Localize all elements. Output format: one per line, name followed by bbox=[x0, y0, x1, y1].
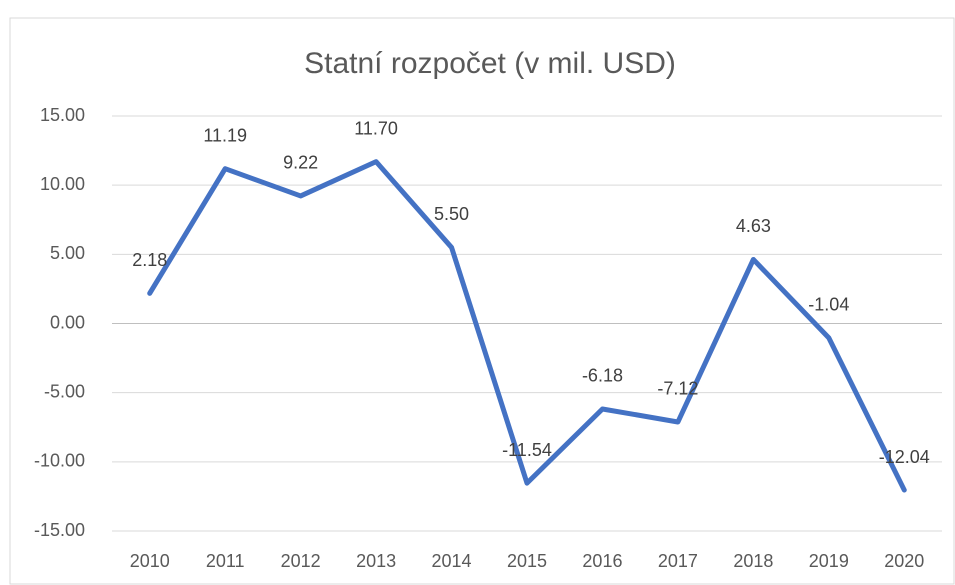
x-tick-label: 2012 bbox=[281, 551, 321, 571]
data-label: 11.70 bbox=[354, 118, 398, 138]
y-tick-label: 10.00 bbox=[40, 174, 85, 194]
x-tick-label: 2015 bbox=[507, 551, 547, 571]
line bbox=[147, 159, 907, 493]
y-tick-label: -15.00 bbox=[34, 520, 85, 540]
data-label: 4.63 bbox=[736, 216, 771, 236]
x-tick-label: 2013 bbox=[356, 551, 396, 571]
x-tick-label: 2017 bbox=[658, 551, 698, 571]
data-label: 5.50 bbox=[434, 204, 469, 224]
x-tick-label: 2020 bbox=[884, 551, 924, 571]
data-label: 11.19 bbox=[203, 125, 247, 145]
x-tick-label: 2018 bbox=[733, 551, 773, 571]
y-tick-label: 5.00 bbox=[50, 243, 85, 263]
data-label: 2.18 bbox=[132, 250, 167, 270]
x-tick-label: 2016 bbox=[582, 551, 622, 571]
x-tick-label: 2014 bbox=[432, 551, 472, 571]
data-label: -1.04 bbox=[808, 295, 849, 315]
data-label: -6.18 bbox=[582, 366, 623, 386]
x-tick-label: 2019 bbox=[809, 551, 849, 571]
data-label: 9.22 bbox=[283, 153, 318, 173]
x-tick-label: 2011 bbox=[206, 551, 245, 571]
y-tick-label: -10.00 bbox=[34, 451, 85, 471]
y-tick-label: 15.00 bbox=[40, 105, 85, 125]
y-tick-label: 0.00 bbox=[50, 312, 85, 332]
data-label: -11.54 bbox=[502, 440, 552, 460]
data-label: -7.12 bbox=[657, 379, 698, 399]
data-label: -12.04 bbox=[879, 447, 930, 467]
chart-title: Statní rozpočet (v mil. USD) bbox=[304, 47, 676, 80]
y-tick-label: -5.00 bbox=[44, 381, 85, 401]
x-tick-label: 2010 bbox=[130, 551, 170, 571]
